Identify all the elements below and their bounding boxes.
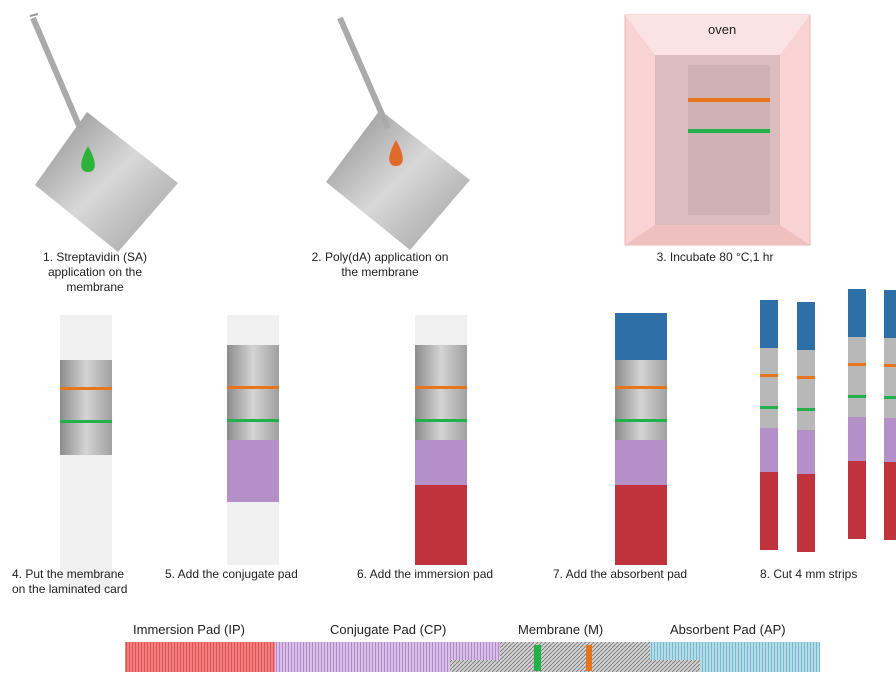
test-line — [227, 386, 279, 389]
test-line — [615, 386, 667, 389]
control-line — [688, 129, 770, 133]
test-line — [760, 374, 778, 377]
legend-label: Conjugate Pad (CP) — [330, 622, 447, 637]
caption-line: 6. Add the immersion pad — [357, 567, 494, 581]
conjugate-pad — [615, 440, 667, 485]
legend-label: Membrane (M) — [518, 622, 604, 637]
control-line — [797, 408, 815, 411]
legend-label: Immersion Pad (IP) — [133, 622, 245, 637]
membrane — [415, 345, 467, 440]
caption-line: 3. Incubate 80 °C,1 hr — [656, 250, 774, 264]
conjugate-pad — [884, 418, 896, 462]
membrane — [760, 348, 778, 428]
oven-bevel — [625, 225, 810, 245]
absorbent-pad — [884, 290, 896, 338]
conjugate-pad — [415, 440, 467, 485]
caption-line: 1. Streptavidin (SA) — [42, 250, 148, 264]
caption-line: 5. Add the conjugate pad — [165, 567, 298, 581]
test-line — [586, 645, 592, 671]
step-caption: 1. Streptavidin (SA) application on the me… — [43, 250, 147, 295]
immersion-pad — [615, 485, 667, 565]
syringe — [337, 16, 391, 130]
caption-line: the membrane — [341, 265, 419, 279]
absorbent-pad — [615, 313, 667, 360]
conjugate-pad — [227, 440, 279, 502]
membrane — [60, 360, 112, 455]
test-line — [688, 98, 770, 102]
membrane — [884, 338, 896, 418]
caption-line: 2. Poly(dA) application on — [311, 250, 449, 264]
membrane — [615, 360, 667, 440]
conjugate-pad-bar — [320, 642, 500, 660]
caption-line: 7. Add the absorbent pad — [553, 567, 688, 581]
immersion-pad-bar — [125, 642, 275, 660]
membrane — [797, 350, 815, 430]
step-caption: 8. Cut 4 mm strips — [760, 567, 857, 582]
test-line — [60, 387, 112, 390]
caption-line: 8. Cut 4 mm strips — [760, 567, 858, 581]
immersion-pad — [415, 485, 467, 565]
syringe-cap — [29, 13, 39, 17]
membrane — [688, 65, 770, 215]
test-line — [415, 386, 467, 389]
conjugate-pad — [797, 430, 815, 474]
membrane — [227, 345, 279, 440]
legend-label: Absorbent Pad (AP) — [670, 622, 786, 637]
caption-line: 4. Put the membrane — [12, 567, 125, 581]
membrane-bar — [650, 660, 700, 672]
immersion-pad — [797, 474, 815, 552]
caption-line: membrane — [66, 280, 124, 294]
caption-line: on the laminated card — [12, 582, 128, 596]
control-line — [615, 419, 667, 422]
step-caption: 3. Incubate 80 °C,1 hr — [657, 250, 774, 265]
control-line — [884, 396, 896, 399]
control-line — [227, 419, 279, 422]
step-caption: 2. Poly(dA) application on the membrane — [312, 250, 449, 280]
control-line — [760, 406, 778, 409]
test-line — [884, 364, 896, 367]
step-caption: 5. Add the conjugate pad — [165, 567, 298, 582]
control-line — [415, 419, 467, 422]
membrane — [848, 337, 866, 417]
test-line — [797, 376, 815, 379]
oven-label: oven — [708, 22, 737, 37]
caption-line: application on the — [47, 265, 143, 279]
absorbent-pad — [848, 289, 866, 337]
control-line — [848, 395, 866, 398]
test-line — [848, 363, 866, 366]
conjugate-pad — [760, 428, 778, 472]
control-line — [60, 420, 112, 423]
step-caption: 4. Put the membrane on the laminated card — [12, 567, 127, 597]
drop — [389, 140, 403, 166]
drop — [81, 146, 95, 172]
step-caption: 7. Add the absorbent pad — [553, 567, 687, 582]
control-line — [534, 645, 541, 671]
immersion-pad — [884, 462, 896, 540]
membrane — [35, 112, 178, 252]
syringe — [30, 16, 83, 130]
absorbent-pad — [760, 300, 778, 348]
immersion-pad — [848, 461, 866, 539]
absorbent-pad — [797, 302, 815, 350]
immersion-pad — [760, 472, 778, 550]
membrane — [326, 110, 470, 250]
conjugate-pad — [848, 417, 866, 461]
step-caption: 6. Add the immersion pad — [357, 567, 493, 582]
oven-bevel — [625, 15, 810, 55]
